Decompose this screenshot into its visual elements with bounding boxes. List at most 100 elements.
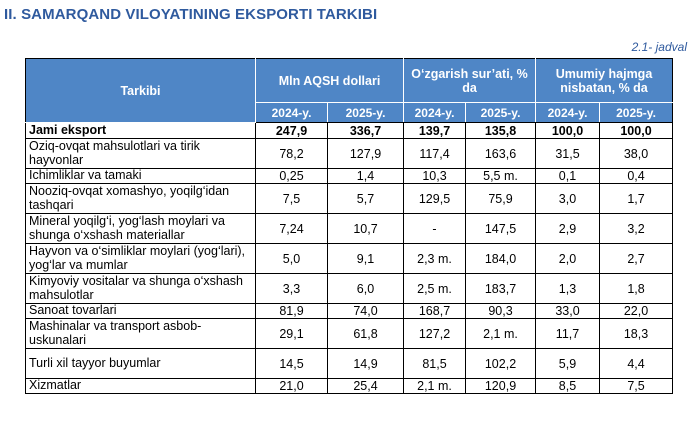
header-mln-usd: Mln AQSH dollari	[255, 58, 404, 103]
value-cell: 168,7	[403, 303, 466, 319]
header-change-rate: O‘zgarish sur’ati, % da	[403, 58, 536, 103]
value-cell: 247,9	[255, 122, 328, 139]
value-cell: 117,4	[403, 138, 466, 169]
header-year: 2024-y.	[535, 102, 600, 123]
value-cell: 0,4	[598, 168, 674, 184]
value-cell: 10,3	[403, 168, 466, 184]
value-cell: 2,1 m.	[465, 318, 536, 349]
value-cell: 61,8	[327, 318, 404, 349]
row-label: Turli xil tayyor buyumlar	[25, 348, 256, 379]
value-cell: 2,7	[598, 243, 674, 274]
table-row: Oziq-ovqat mahsulotlari va tirik hayvonl…	[25, 138, 674, 169]
row-label: Kimyoviy vositalar va shunga o‘xshash ma…	[25, 273, 256, 304]
value-cell: -	[403, 213, 466, 244]
value-cell: 5,0	[255, 243, 328, 274]
table-row: Nooziq-ovqat xomashyo, yoqilg‘idan tashq…	[25, 183, 674, 214]
value-cell: 1,8	[598, 273, 674, 304]
total-row: Jami eksport 247,9 336,7 139,7 135,8 100,0 100…	[25, 122, 674, 139]
value-cell: 139,7	[403, 122, 466, 139]
table-row: Xizmatlar 21,0 25,4 2,1 m. 120,9 8,5 7,5	[25, 378, 674, 394]
value-cell: 31,5	[535, 138, 600, 169]
row-label: Jami eksport	[25, 122, 256, 139]
row-label: Mashinalar va transport asbob-uskunalari	[25, 318, 256, 349]
value-cell: 22,0	[598, 303, 674, 319]
value-cell: 18,3	[598, 318, 674, 349]
value-cell: 2,0	[535, 243, 600, 274]
table-row: Mineral yoqilg‘i, yog‘lash moylari va sh…	[25, 213, 674, 244]
value-cell: 100,0	[598, 122, 674, 139]
value-cell: 1,3	[535, 273, 600, 304]
table-row: Hayvon va o‘simliklar moylari (yog‘lari)…	[25, 243, 674, 274]
value-cell: 0,1	[535, 168, 600, 184]
value-cell: 127,9	[327, 138, 404, 169]
value-cell: 147,5	[465, 213, 536, 244]
value-cell: 9,1	[327, 243, 404, 274]
value-cell: 120,9	[465, 378, 536, 394]
header-year: 2025-y.	[598, 102, 674, 123]
value-cell: 78,2	[255, 138, 328, 169]
table-row: Mashinalar va transport asbob-uskunalari…	[25, 318, 674, 349]
value-cell: 129,5	[403, 183, 466, 214]
header-year: 2024-y.	[255, 102, 328, 123]
row-label: Sanoat tovarlari	[25, 303, 256, 319]
value-cell: 100,0	[535, 122, 600, 139]
value-cell: 10,7	[327, 213, 404, 244]
value-cell: 2,1 m.	[403, 378, 466, 394]
value-cell: 2,9	[535, 213, 600, 244]
value-cell: 0,25	[255, 168, 328, 184]
document-title: II. SAMARQAND VILOYATINING EKSPORTI TARK…	[4, 6, 378, 23]
row-label: Mineral yoqilg‘i, yog‘lash moylari va sh…	[25, 213, 256, 244]
value-cell: 3,3	[255, 273, 328, 304]
value-cell: 8,5	[535, 378, 600, 394]
row-label: Ichimliklar va tamaki	[25, 168, 256, 184]
value-cell: 90,3	[465, 303, 536, 319]
value-cell: 184,0	[465, 243, 536, 274]
value-cell: 7,5	[255, 183, 328, 214]
table-row: Kimyoviy vositalar va shunga o‘xshash ma…	[25, 273, 674, 304]
value-cell: 7,24	[255, 213, 328, 244]
value-cell: 75,9	[465, 183, 536, 214]
row-label: Hayvon va o‘simliklar moylari (yog‘lari)…	[25, 243, 256, 274]
header-year: 2025-y.	[465, 102, 536, 123]
row-label: Oziq-ovqat mahsulotlari va tirik hayvonl…	[25, 138, 256, 169]
value-cell: 81,9	[255, 303, 328, 319]
value-cell: 5,9	[535, 348, 600, 379]
header-share: Umumiy hajmga nisbatan, % da	[534, 58, 674, 103]
value-cell: 135,8	[465, 122, 536, 139]
row-label: Nooziq-ovqat xomashyo, yoqilg‘idan tashq…	[25, 183, 256, 214]
value-cell: 25,4	[327, 378, 404, 394]
value-cell: 183,7	[465, 273, 536, 304]
value-cell: 29,1	[255, 318, 328, 349]
value-cell: 1,4	[327, 168, 404, 184]
value-cell: 1,7	[598, 183, 674, 214]
value-cell: 81,5	[403, 348, 466, 379]
value-cell: 5,7	[327, 183, 404, 214]
table-row: Sanoat tovarlari 81,9 74,0 168,7 90,3 33,0 22,…	[25, 303, 674, 319]
value-cell: 2,5 m.	[403, 273, 466, 304]
value-cell: 3,2	[598, 213, 674, 244]
value-cell: 2,3 m.	[403, 243, 466, 274]
value-cell: 14,5	[255, 348, 328, 379]
table-number: 2.1- jadval	[631, 40, 687, 54]
header-year: 2025-y.	[327, 102, 404, 123]
value-cell: 21,0	[255, 378, 328, 394]
value-cell: 336,7	[327, 122, 404, 139]
value-cell: 6,0	[327, 273, 404, 304]
value-cell: 4,4	[598, 348, 674, 379]
value-cell: 38,0	[598, 138, 674, 169]
value-cell: 163,6	[465, 138, 536, 169]
value-cell: 11,7	[535, 318, 600, 349]
value-cell: 74,0	[327, 303, 404, 319]
value-cell: 33,0	[535, 303, 600, 319]
row-label: Xizmatlar	[25, 378, 256, 394]
table-row: Turli xil tayyor buyumlar 14,5 14,9 81,5 102…	[25, 348, 674, 379]
value-cell: 14,9	[327, 348, 404, 379]
header-composition: Tarkibi	[25, 58, 256, 123]
value-cell: 3,0	[535, 183, 600, 214]
export-structure-table: Tarkibi Mln AQSH dollari O‘zgarish sur’a…	[25, 58, 674, 394]
value-cell: 7,5	[598, 378, 674, 394]
value-cell: 102,2	[465, 348, 536, 379]
table-row: Ichimliklar va tamaki 0,25 1,4 10,3 5,5 m. 0,…	[25, 168, 674, 184]
value-cell: 127,2	[403, 318, 466, 349]
value-cell: 5,5 m.	[465, 168, 536, 184]
